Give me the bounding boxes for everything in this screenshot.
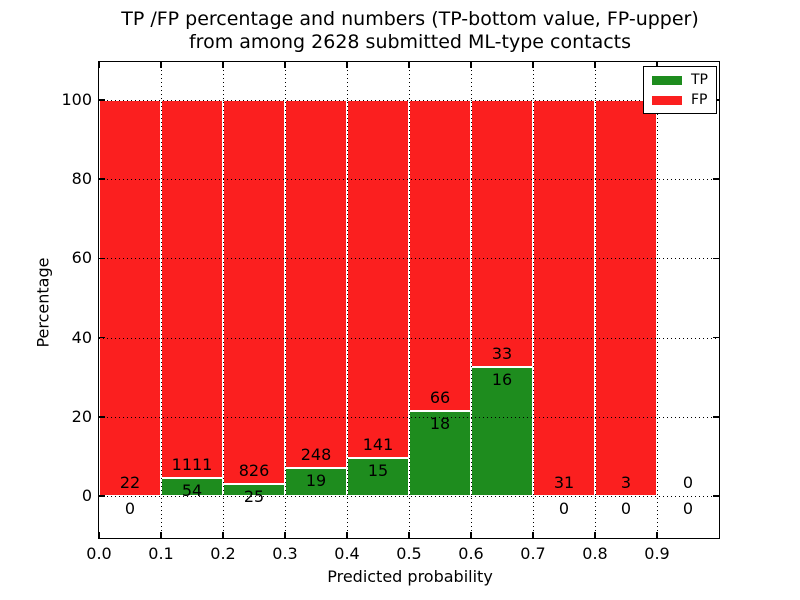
legend-swatch-fp xyxy=(652,95,682,105)
legend-label-tp: TP xyxy=(691,72,708,88)
bar-tp-segment xyxy=(285,467,347,496)
y-tick-label: 40 xyxy=(71,327,92,347)
x-tick-label: 0.8 xyxy=(582,544,608,563)
x-tick-label: 0.3 xyxy=(272,544,298,563)
x-tick-label: 0.1 xyxy=(148,544,174,563)
y-axis-label: Percentage xyxy=(33,257,53,348)
bar-tp-segment xyxy=(161,477,223,496)
legend-swatch-tp xyxy=(652,75,682,85)
x-tick-label: 0.5 xyxy=(396,544,422,563)
x-tick-label: 0.9 xyxy=(644,544,670,563)
bar-fp-segment xyxy=(409,100,471,412)
bar-fp-segment xyxy=(99,100,161,496)
legend-row: TP xyxy=(652,73,708,87)
plot-area: 22 0 1111 54 826 25 248 19 141 15 66 18 33 16 31 0 3 0 0 0 … xyxy=(98,61,720,539)
x-tick-label: 0.6 xyxy=(458,544,484,563)
bar-fp-segment xyxy=(285,100,347,468)
y-tick-label: 80 xyxy=(71,169,92,189)
y-tick-label: 0 xyxy=(81,486,92,505)
bar-fp-segment xyxy=(223,100,285,485)
x-tick-label: 0.2 xyxy=(210,544,236,563)
bar-fp-segment xyxy=(347,100,409,458)
y-tick-label: 20 xyxy=(71,406,92,426)
bar-tp-segment xyxy=(347,457,409,496)
bar-fp-segment xyxy=(533,100,595,496)
x-tick-label: 0.7 xyxy=(520,544,546,563)
chart-title: TP /FP percentage and numbers (TP-bottom… xyxy=(100,8,720,54)
y-tick-label: 100 xyxy=(61,90,92,109)
bar-tp-segment xyxy=(409,411,471,496)
bar-tp-segment xyxy=(223,484,285,496)
chart-title-line1: TP /FP percentage and numbers (TP-bottom… xyxy=(121,8,699,30)
legend-label-fp: FP xyxy=(691,92,708,108)
bar-fp-segment xyxy=(161,100,223,478)
chart-title-line2: from among 2628 submitted ML-type contac… xyxy=(188,31,632,53)
x-tick-label: 0.0 xyxy=(86,544,112,563)
bar-fp-segment xyxy=(471,100,533,367)
x-axis-label: Predicted probability xyxy=(327,567,493,586)
bars-layer xyxy=(99,62,719,538)
y-tick-label: 60 xyxy=(71,248,92,268)
legend-row: FP xyxy=(652,93,708,107)
x-tick-label: 0.4 xyxy=(334,544,360,563)
bar-tp-segment xyxy=(471,366,533,496)
bar-fp-segment xyxy=(595,100,657,496)
legend: TP FP xyxy=(643,66,717,114)
